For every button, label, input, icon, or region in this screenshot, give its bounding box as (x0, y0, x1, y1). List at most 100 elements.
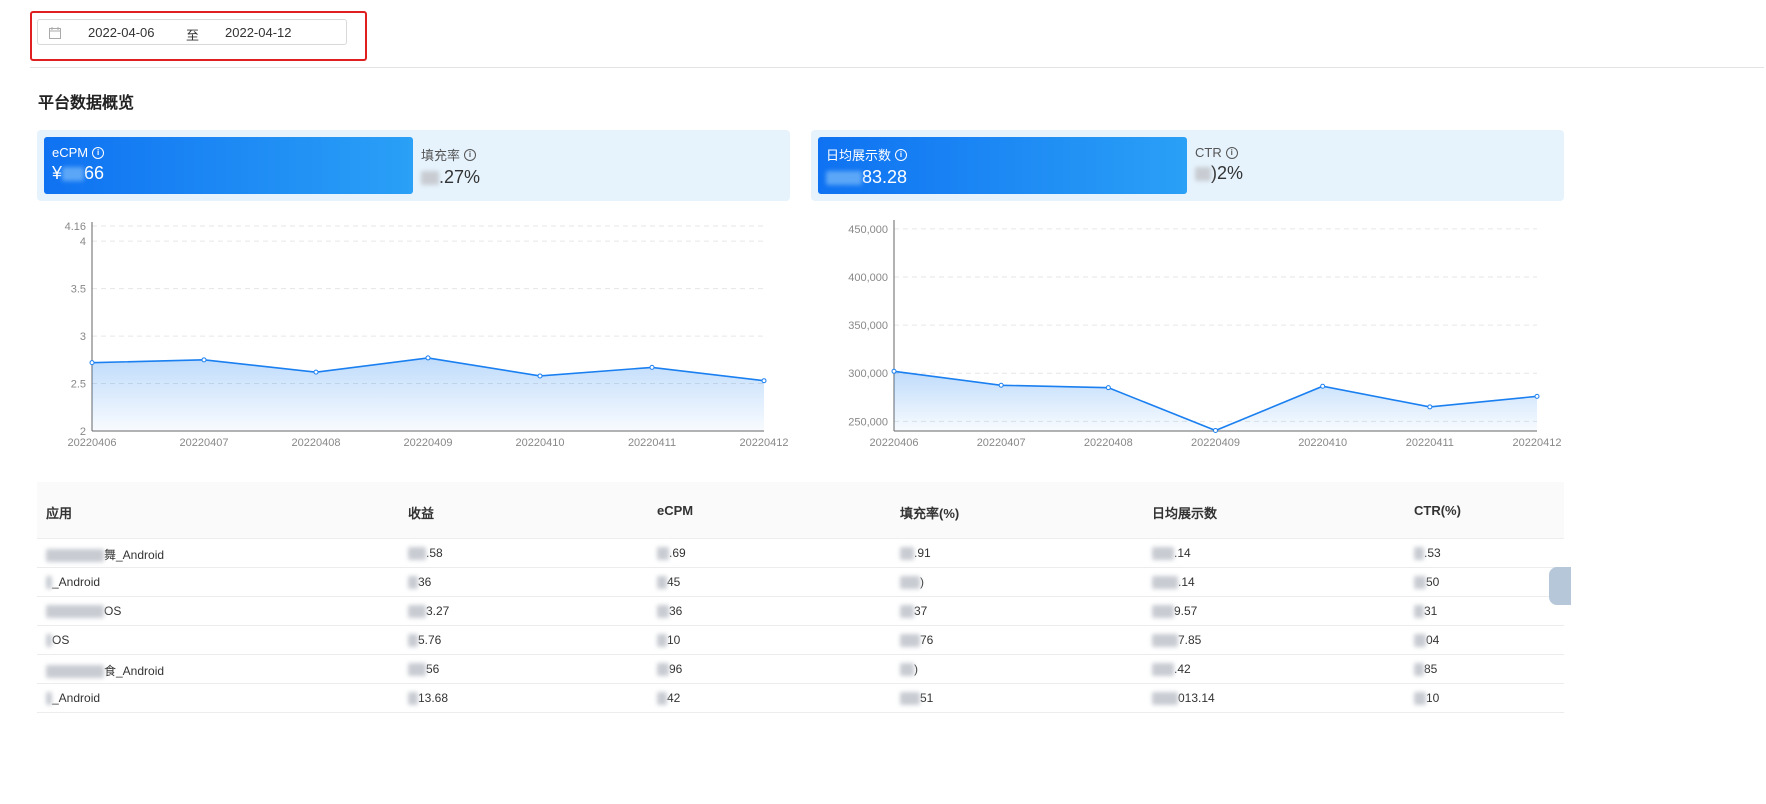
table-row: OS 5.76 10 76 7.85 04 (37, 626, 1564, 655)
metric-value: )2% (1195, 163, 1557, 184)
data-point (1534, 393, 1540, 399)
feedback-button[interactable] (1549, 567, 1571, 605)
y-tick-label: 3.5 (71, 284, 86, 296)
table-cell: .14 (1152, 546, 1191, 561)
data-point (1427, 404, 1433, 410)
table-cell: 50 (1414, 575, 1439, 590)
table-cell: 04 (1414, 633, 1439, 648)
table-cell: 10 (657, 633, 680, 648)
y-tick-label: 2.5 (71, 379, 86, 391)
table-row: _Android 36 45) .14 50 (37, 568, 1564, 597)
metric-panel-right: 日均展示数 i 83.28 CTR i )2% (811, 130, 1564, 201)
table-cell: .58 (408, 546, 443, 561)
table-header: 应用 收益 eCPM 填充率(%) 日均展示数 CTR(%) (37, 482, 1564, 539)
info-icon: i (464, 148, 477, 161)
table-row: 食_Android 56 96) .42 85 (37, 655, 1564, 684)
x-tick-label: 20220411 (628, 437, 676, 449)
column-header: 日均展示数 (1152, 506, 1218, 521)
table-cell: OS (46, 604, 121, 619)
metric-value: 83.28 (826, 167, 1187, 188)
table-cell: .91 (900, 546, 931, 561)
data-point (313, 369, 319, 375)
y-tick-label: 250,000 (848, 416, 888, 428)
y-tick-label: 3 (80, 331, 86, 343)
info-icon: i (92, 146, 105, 159)
x-tick-label: 20220408 (1084, 437, 1133, 449)
table-cell: 13.68 (408, 691, 448, 706)
x-tick-label: 20220411 (1406, 437, 1454, 449)
data-point (1320, 383, 1326, 389)
date-range-picker[interactable]: 2022-04-06 至 2022-04-12 (37, 19, 347, 45)
ecpm-line-chart: 2 2.5 3 3.5 4 4.16 20220406 20220407 20220408 202… (65, 221, 789, 449)
metric-value: ¥66 (52, 163, 105, 183)
table-cell: _Android (46, 691, 100, 706)
column-header: CTR(%) (1414, 503, 1461, 518)
table-cell: _Android (46, 575, 100, 590)
table-cell: 31 (1414, 604, 1437, 619)
table-cell: .14 (1152, 575, 1195, 590)
series-area (92, 357, 764, 431)
x-tick-label: 20220410 (1298, 437, 1347, 449)
range-separator: 至 (186, 28, 200, 43)
y-tick-label: 400,000 (848, 272, 888, 284)
column-header: 应用 (46, 506, 73, 521)
impressions-line-chart: 250,000 300,000 350,000 400,000 450,000 20220… (848, 220, 1562, 449)
table-cell: 56 (408, 662, 439, 677)
table-cell: ) (900, 662, 918, 677)
table-body: 舞_Android .58 .69 .91 .14 .53 _Android 36 45) .14… (37, 539, 1564, 713)
table-cell: 10 (1414, 691, 1439, 706)
app-data-table: 应用 收益 eCPM 填充率(%) 日均展示数 CTR(%) 舞_Android… (37, 482, 1564, 713)
data-point (891, 368, 897, 374)
metric-label: 日均展示数 (826, 148, 892, 163)
y-tick-label: 350,000 (848, 320, 888, 332)
table-cell: 45 (657, 575, 680, 590)
table-cell: 36 (408, 575, 431, 590)
table-cell: 85 (1414, 662, 1437, 677)
table-cell: 舞_Android (46, 546, 164, 563)
table-cell: .53 (1414, 546, 1441, 561)
x-tick-label: 20220409 (1191, 437, 1240, 449)
table-cell: 76 (900, 633, 933, 648)
y-tick-label: 450,000 (848, 224, 888, 236)
column-header: eCPM (657, 503, 694, 518)
x-tick-label: 20220412 (1513, 437, 1562, 449)
data-point (761, 378, 767, 384)
metric-panel-left: eCPM i ¥66 填充率 i .27% (37, 130, 790, 201)
y-tick-label: 300,000 (848, 368, 888, 380)
info-icon: i (895, 148, 908, 161)
data-point (649, 364, 655, 370)
metric-card-daily-impressions[interactable]: 日均展示数 i 83.28 (818, 137, 1187, 194)
metric-card-fill-rate[interactable]: 填充率 i .27% (413, 137, 783, 194)
x-tick-label: 20220408 (292, 437, 341, 449)
table-cell: 5.76 (408, 633, 441, 648)
table-cell: 96 (657, 662, 682, 677)
table-cell: 013.14 (1152, 691, 1215, 706)
metric-card-ecpm[interactable]: eCPM i ¥66 (44, 137, 413, 194)
table-cell: 51 (900, 691, 933, 706)
x-tick-label: 20220409 (404, 437, 453, 449)
table-cell: 9.57 (1152, 604, 1197, 619)
table-cell: 3.27 (408, 604, 449, 619)
table-cell: 42 (657, 691, 680, 706)
x-tick-label: 20220406 (870, 437, 919, 449)
x-tick-label: 20220407 (180, 437, 229, 449)
data-point (1105, 385, 1111, 391)
data-point (201, 357, 207, 363)
data-point (1213, 428, 1218, 434)
x-tick-label: 20220412 (740, 437, 789, 449)
y-tick-label: 4.16 (65, 221, 86, 233)
x-tick-label: 20220406 (68, 437, 117, 449)
end-date[interactable]: 2022-04-12 (225, 25, 292, 40)
start-date[interactable]: 2022-04-06 (88, 25, 155, 40)
metric-value: .27% (421, 167, 783, 188)
table-row: OS 3.27 36 37 9.57 31 (37, 597, 1564, 626)
table-cell: 36 (657, 604, 682, 619)
data-point (998, 382, 1004, 388)
metric-card-ctr[interactable]: CTR i )2% (1187, 137, 1557, 194)
metric-label: CTR (1195, 145, 1222, 160)
metric-label: 填充率 (421, 148, 461, 163)
data-point (537, 373, 543, 379)
x-tick-label: 20220410 (516, 437, 565, 449)
y-tick-label: 2 (80, 426, 86, 438)
calendar-icon (49, 27, 61, 39)
